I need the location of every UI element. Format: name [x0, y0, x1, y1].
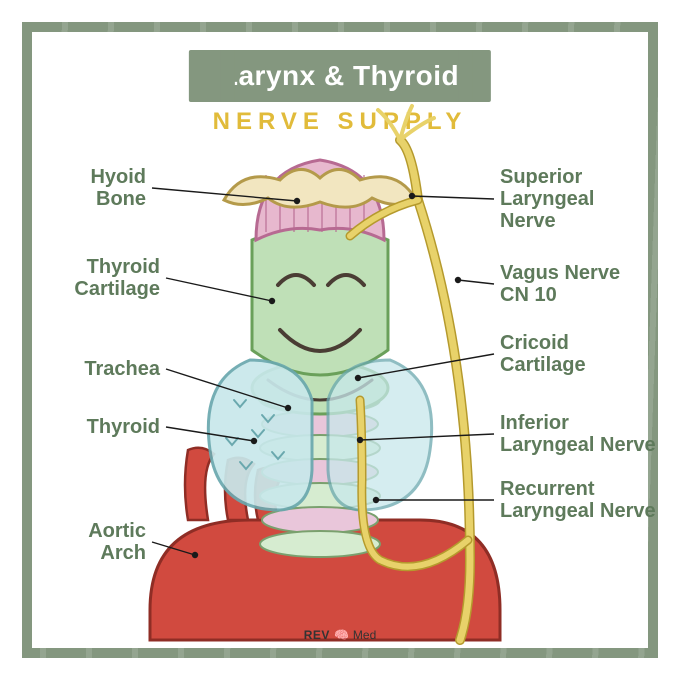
logo-rev: REV — [304, 628, 330, 642]
logo-med: Med — [353, 628, 376, 642]
logo-icon: 🧠 — [334, 628, 349, 642]
brand-logo: REV 🧠 Med — [304, 628, 376, 642]
anatomy-illustration — [0, 0, 680, 680]
